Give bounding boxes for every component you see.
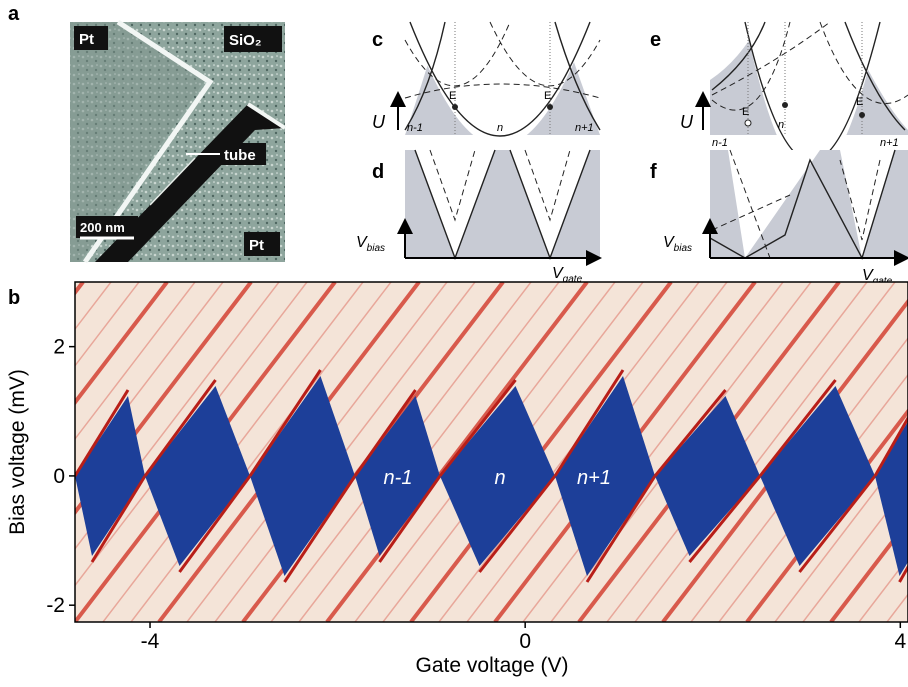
axis-label: U — [680, 112, 694, 132]
charge-state: n-1 — [407, 122, 423, 134]
y-tick-label: -2 — [46, 594, 65, 617]
figure: a b c d e f Pt SiO₂ tube 200 nm Pt — [0, 0, 908, 682]
energy-label: E — [449, 90, 456, 102]
panel-label: f — [650, 161, 657, 183]
x-tick-label: -4 — [141, 630, 160, 653]
y-tick-label: 2 — [53, 336, 65, 359]
panel-label: e — [650, 29, 661, 51]
panel-label: c — [372, 29, 383, 51]
axis-label: Vbias — [356, 234, 385, 254]
charge-state: n-1 — [712, 137, 728, 149]
axis-label: Vbias — [663, 234, 692, 254]
panel-label: d — [372, 161, 384, 183]
charge-state: n — [778, 119, 784, 131]
energy-label: E — [544, 90, 551, 102]
label: Pt — [79, 31, 94, 48]
energy-label: E — [742, 106, 749, 118]
micrograph: Pt SiO₂ tube 200 nm Pt — [70, 22, 285, 262]
annotation: n — [494, 467, 505, 489]
axis-label: U — [372, 112, 386, 132]
conductance-map — [0, 282, 908, 622]
panel-label: a — [8, 3, 20, 25]
charge-state: n+1 — [575, 122, 594, 134]
x-tick-label: 4 — [894, 630, 906, 653]
x-tick-label: 0 — [519, 630, 531, 653]
scale-bar-label: 200 nm — [80, 220, 125, 235]
x-axis-label: Gate voltage (V) — [416, 654, 569, 677]
energy-diagram: E E U n-1 n n+1 — [372, 22, 600, 146]
label: Pt — [249, 237, 264, 254]
annotation: n-1 — [384, 467, 413, 489]
panel-label: b — [8, 287, 20, 309]
energy-label: E — [856, 96, 863, 108]
charge-state: n — [497, 122, 503, 134]
diamond-diagram: Vbias Vgate — [663, 150, 908, 287]
label: tube — [224, 147, 256, 164]
y-axis-label: Bias voltage (mV) — [6, 369, 29, 535]
charge-state: n+1 — [880, 137, 899, 149]
y-tick-label: 0 — [53, 465, 65, 488]
diamond-diagram: Vbias Vgate — [356, 150, 600, 285]
annotation: n+1 — [577, 467, 611, 489]
label: SiO₂ — [229, 32, 262, 49]
